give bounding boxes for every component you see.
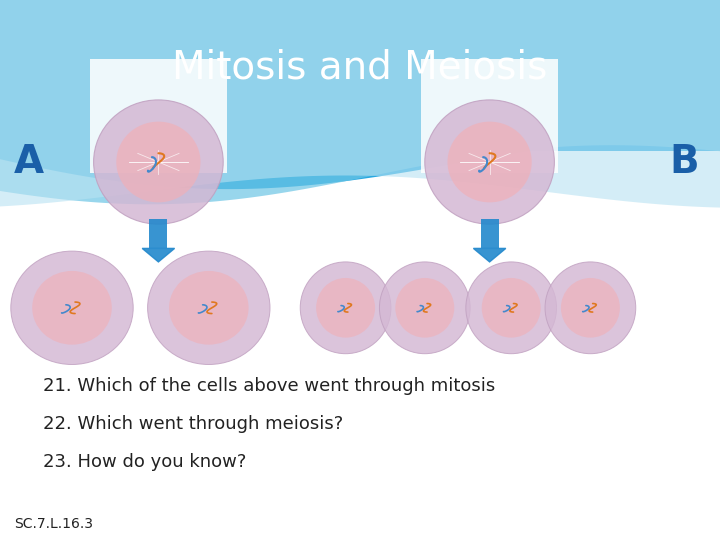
Ellipse shape [482, 278, 541, 338]
Ellipse shape [561, 278, 620, 338]
Polygon shape [474, 248, 505, 262]
Ellipse shape [466, 262, 557, 354]
Polygon shape [143, 248, 174, 262]
Ellipse shape [545, 262, 636, 354]
Ellipse shape [11, 251, 133, 364]
PathPatch shape [0, 0, 720, 207]
Text: Mitosis and Meiosis: Mitosis and Meiosis [172, 49, 548, 86]
Text: 22. Which went through meiosis?: 22. Which went through meiosis? [43, 415, 343, 433]
Ellipse shape [116, 122, 200, 202]
Ellipse shape [395, 278, 454, 338]
Ellipse shape [448, 122, 531, 202]
Ellipse shape [379, 262, 470, 354]
FancyBboxPatch shape [90, 59, 227, 173]
Ellipse shape [32, 271, 112, 345]
Text: B: B [669, 143, 699, 181]
PathPatch shape [0, 0, 720, 204]
Ellipse shape [148, 251, 270, 364]
FancyBboxPatch shape [481, 219, 499, 248]
Text: SC.7.L.16.3: SC.7.L.16.3 [14, 517, 94, 531]
Ellipse shape [316, 278, 375, 338]
Ellipse shape [169, 271, 248, 345]
FancyBboxPatch shape [150, 219, 167, 248]
PathPatch shape [0, 0, 720, 189]
Text: 21. Which of the cells above went through mitosis: 21. Which of the cells above went throug… [43, 377, 495, 395]
Text: 23. How do you know?: 23. How do you know? [43, 453, 246, 471]
FancyBboxPatch shape [421, 59, 558, 173]
Ellipse shape [300, 262, 391, 354]
Ellipse shape [94, 100, 223, 224]
FancyBboxPatch shape [0, 0, 720, 151]
Ellipse shape [425, 100, 554, 224]
Text: A: A [14, 143, 44, 181]
